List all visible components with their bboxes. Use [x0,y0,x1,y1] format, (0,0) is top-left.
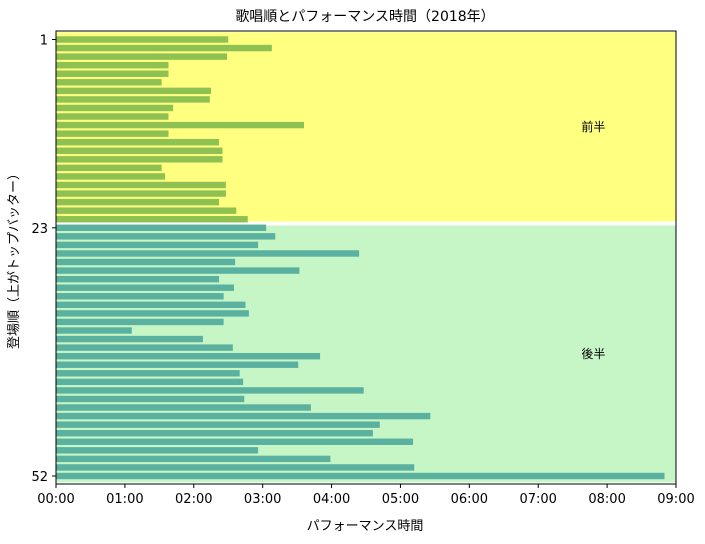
bar [56,301,246,309]
bar [56,267,300,274]
chart-title: 歌唱順とパフォーマンス時間（2018年） [235,9,494,25]
bar [56,121,304,129]
x-tick-label: 05:00 [382,492,419,507]
y-tick-label: 52 [31,470,48,485]
bar [56,216,248,223]
bar [56,335,203,343]
x-tick-label: 04:00 [313,492,350,507]
bar [56,190,226,197]
bar [56,284,234,291]
region-label: 前半 [581,119,605,134]
x-axis-label: パフォーマンス時間 [307,519,424,534]
bar [56,224,267,232]
bar [56,241,259,249]
bar [56,464,415,471]
bar [56,378,244,386]
bar [56,70,169,77]
bar [56,275,220,283]
bar [56,395,245,403]
x-tick-label: 08:00 [588,492,625,507]
bar [56,387,364,394]
bar [56,53,228,60]
bar [56,310,249,317]
y-axis: 1 23 52 [31,34,56,485]
bar [56,79,162,86]
bar [56,352,321,360]
y-tick-label: 1 [40,34,48,49]
x-axis: 00:00 01:00 02:00 03:00 04:00 05:00 06:00 07:00… [37,484,695,507]
bar [56,404,311,411]
x-tick-label: 07:00 [519,492,556,507]
bar [56,164,162,172]
bar [56,447,259,454]
bar [56,233,276,240]
x-tick-label: 03:00 [244,492,281,507]
bar [56,44,272,52]
bar [56,429,373,437]
x-tick-label: 09:00 [657,492,694,507]
bar [56,36,229,43]
bar [56,258,236,266]
bar [56,61,169,69]
bar [56,181,226,189]
bar [56,96,210,103]
bar [56,293,224,300]
bar [56,455,331,463]
bar [56,207,237,214]
bar [56,250,360,257]
bar [56,438,414,445]
bar [56,138,220,146]
x-tick-label: 02:00 [175,492,212,507]
bar [56,104,174,112]
bar [56,318,224,326]
bar [56,130,169,137]
bar [56,198,220,206]
y-axis-label: 登場順（上がトップバッター） [7,167,22,349]
bar [56,147,223,154]
region-label: 後半 [581,347,605,361]
bar [56,113,169,120]
bar [56,156,223,163]
bar [56,344,233,351]
bar [56,87,211,95]
x-tick-label: 06:00 [451,492,488,507]
bar [56,472,665,480]
x-tick-label: 01:00 [106,492,143,507]
plot-frame [55,30,677,485]
y-tick-label: 23 [31,222,48,237]
bar [56,412,431,420]
bar [56,327,132,334]
bar [56,361,299,368]
bar [56,173,166,180]
bar [56,370,240,377]
bar [56,421,380,428]
x-tick-label: 00:00 [37,492,74,507]
